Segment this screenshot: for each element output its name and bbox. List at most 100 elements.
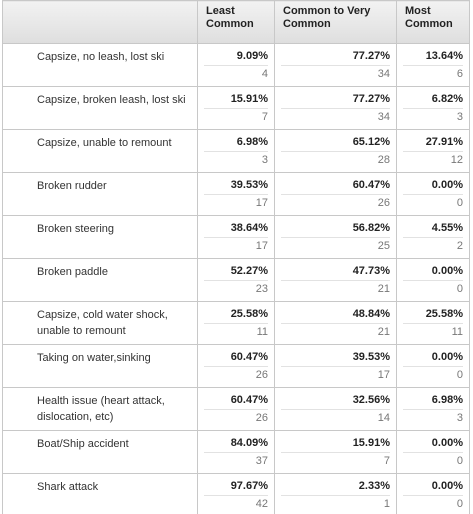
value-cell: 84.09% 37	[197, 430, 275, 474]
count: 0	[403, 194, 463, 211]
count: 0	[403, 495, 463, 512]
header-row: Least Common Common to Very Common Most …	[2, 0, 470, 44]
count: 23	[204, 280, 268, 297]
count: 11	[403, 323, 463, 340]
value-cell: 27.91% 12	[396, 129, 470, 173]
value-cell: 0.00% 0	[396, 258, 470, 302]
percent: 77.27%	[352, 50, 390, 62]
value-cell: 60.47% 26	[197, 344, 275, 388]
row-label: Capsize, no leash, lost ski	[2, 43, 198, 87]
count: 34	[281, 65, 390, 82]
percent: 39.53%	[230, 179, 268, 191]
column-header: Most Common	[396, 0, 470, 44]
count: 0	[403, 366, 463, 383]
row-label: Broken paddle	[2, 258, 198, 302]
table-row: Capsize, unable to remount 6.98% 3 65.12% 28…	[2, 129, 470, 173]
value-cell: 4.55% 2	[396, 215, 470, 259]
value-cell: 0.00% 0	[396, 172, 470, 216]
table-row: Capsize, no leash, lost ski 9.09% 4 77.27% 3…	[2, 43, 470, 87]
count: 21	[281, 280, 390, 297]
value-cell: 6.98% 3	[396, 387, 470, 431]
percent: 60.47%	[352, 179, 390, 191]
percent: 77.27%	[352, 93, 390, 105]
count: 17	[204, 194, 268, 211]
value-cell: 0.00% 0	[396, 344, 470, 388]
count: 3	[403, 409, 463, 426]
value-cell: 9.09% 4	[197, 43, 275, 87]
value-cell: 2.33% 1	[274, 473, 397, 514]
value-cell: 60.47% 26	[197, 387, 275, 431]
table-row: Broken rudder 39.53% 17 60.47% 26 0.00% 0	[2, 172, 470, 216]
value-cell: 60.47% 26	[274, 172, 397, 216]
percent: 0.00%	[431, 437, 463, 449]
percent: 97.67%	[230, 480, 268, 492]
percent: 39.53%	[352, 351, 390, 363]
row-label: Broken rudder	[2, 172, 198, 216]
count: 17	[281, 366, 390, 383]
count: 4	[204, 65, 268, 82]
count: 25	[281, 237, 390, 254]
count: 28	[281, 151, 390, 168]
value-cell: 0.00% 0	[396, 473, 470, 514]
row-label: Boat/Ship accident	[2, 430, 198, 474]
count: 1	[281, 495, 390, 512]
percent: 15.91%	[352, 437, 390, 449]
count: 7	[204, 108, 268, 125]
percent: 65.12%	[352, 136, 390, 148]
table-row: Shark attack 97.67% 42 2.33% 1 0.00% 0	[2, 473, 470, 514]
value-cell: 47.73% 21	[274, 258, 397, 302]
count: 12	[403, 151, 463, 168]
percent: 15.91%	[230, 93, 268, 105]
percent: 48.84%	[352, 308, 390, 320]
table-row: Capsize, cold water shock, unable to rem…	[2, 301, 470, 345]
percent: 56.82%	[352, 222, 390, 234]
percent: 52.27%	[230, 265, 268, 277]
percent: 38.64%	[230, 222, 268, 234]
table-body: Capsize, no leash, lost ski 9.09% 4 77.27% 3…	[2, 43, 470, 514]
percent: 2.33%	[358, 480, 390, 492]
row-label: Shark attack	[2, 473, 198, 514]
count: 26	[204, 366, 268, 383]
value-cell: 65.12% 28	[274, 129, 397, 173]
count: 17	[204, 237, 268, 254]
value-cell: 15.91% 7	[274, 430, 397, 474]
percent: 84.09%	[230, 437, 268, 449]
count: 6	[403, 65, 463, 82]
value-cell: 97.67% 42	[197, 473, 275, 514]
value-cell: 25.58% 11	[396, 301, 470, 345]
percent: 9.09%	[236, 50, 268, 62]
percent: 6.98%	[236, 136, 268, 148]
percent: 0.00%	[431, 179, 463, 191]
count: 2	[403, 237, 463, 254]
value-cell: 77.27% 34	[274, 43, 397, 87]
value-cell: 39.53% 17	[197, 172, 275, 216]
percent: 6.82%	[431, 93, 463, 105]
count: 11	[204, 323, 268, 340]
percent: 0.00%	[431, 480, 463, 492]
table-row: Taking on water,sinking 60.47% 26 39.53% 17 0…	[2, 344, 470, 388]
row-label: Health issue (heart attack, dislocation,…	[2, 387, 198, 431]
value-cell: 0.00% 0	[396, 430, 470, 474]
percent: 27.91%	[425, 136, 463, 148]
value-cell: 32.56% 14	[274, 387, 397, 431]
percent: 47.73%	[352, 265, 390, 277]
percent: 25.58%	[425, 308, 463, 320]
count: 37	[204, 452, 268, 469]
count: 21	[281, 323, 390, 340]
count: 26	[281, 194, 390, 211]
row-label: Capsize, broken leash, lost ski	[2, 86, 198, 130]
percent: 0.00%	[431, 351, 463, 363]
percent: 6.98%	[431, 394, 463, 406]
count: 0	[403, 280, 463, 297]
value-cell: 6.82% 3	[396, 86, 470, 130]
table-row: Capsize, broken leash, lost ski 15.91% 7 77…	[2, 86, 470, 130]
column-header: Least Common	[197, 0, 275, 44]
count: 7	[281, 452, 390, 469]
table-row: Broken steering 38.64% 17 56.82% 25 4.55% 2	[2, 215, 470, 259]
count: 34	[281, 108, 390, 125]
value-cell: 56.82% 25	[274, 215, 397, 259]
count: 3	[204, 151, 268, 168]
count: 42	[204, 495, 268, 512]
